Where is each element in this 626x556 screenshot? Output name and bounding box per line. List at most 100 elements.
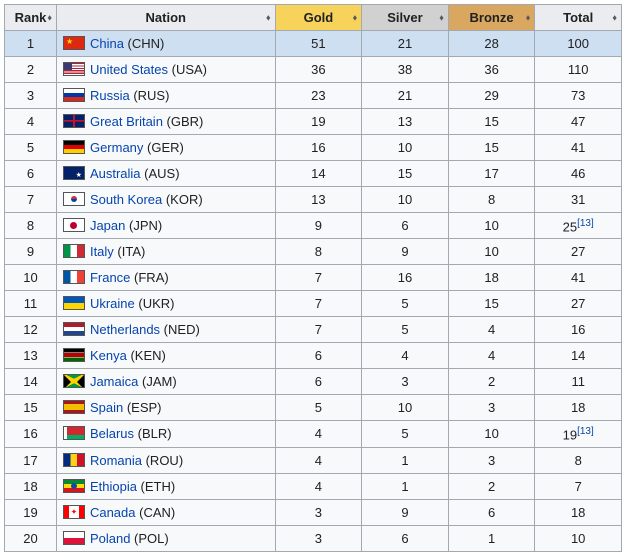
cell-silver: 10 <box>362 135 449 161</box>
cell-rank: 5 <box>5 135 57 161</box>
table-row: 9Italy (ITA)891027 <box>5 239 622 265</box>
nation-link[interactable]: Germany <box>90 140 143 155</box>
nation-code: (ETH) <box>137 479 175 494</box>
cell-bronze: 6 <box>448 499 535 525</box>
cell-total: 18 <box>535 395 622 421</box>
footnote-link[interactable]: [13] <box>577 218 594 229</box>
cell-nation: Romania (ROU) <box>56 447 275 473</box>
total-value: 18 <box>571 505 585 520</box>
cell-total: 110 <box>535 57 622 83</box>
cell-bronze: 18 <box>448 265 535 291</box>
table-row: 6Australia (AUS)14151746 <box>5 161 622 187</box>
cell-silver: 38 <box>362 57 449 83</box>
nation-code: (CHN) <box>124 36 164 51</box>
cell-gold: 4 <box>275 473 362 499</box>
nation-link[interactable]: Russia <box>90 88 130 103</box>
nation-link[interactable]: United States <box>90 62 168 77</box>
cell-rank: 10 <box>5 265 57 291</box>
nation-link[interactable]: Ethiopia <box>90 479 137 494</box>
nation-link[interactable]: China <box>90 36 124 51</box>
table-row: 8Japan (JPN)961025[13] <box>5 213 622 239</box>
nation-link[interactable]: Belarus <box>90 426 134 441</box>
table-row: 11Ukraine (UKR)751527 <box>5 291 622 317</box>
nation-link[interactable]: France <box>90 270 130 285</box>
cell-silver: 21 <box>362 31 449 57</box>
table-row: 13Kenya (KEN)64414 <box>5 343 622 369</box>
flag-icon <box>63 244 85 258</box>
total-value: 10 <box>571 531 585 546</box>
cell-total: 46 <box>535 161 622 187</box>
cell-rank: 16 <box>5 421 57 447</box>
col-rank[interactable]: Rank♦ <box>5 5 57 31</box>
cell-rank: 17 <box>5 447 57 473</box>
nation-code: (UKR) <box>135 296 175 311</box>
flag-icon <box>63 322 85 336</box>
cell-bronze: 36 <box>448 57 535 83</box>
cell-total: 25[13] <box>535 213 622 239</box>
nation-link[interactable]: Kenya <box>90 348 127 363</box>
cell-gold: 4 <box>275 447 362 473</box>
nation-link[interactable]: Jamaica <box>90 374 138 389</box>
flag-icon <box>63 505 85 519</box>
cell-total: 19[13] <box>535 421 622 447</box>
header-label: Bronze <box>470 10 514 25</box>
nation-link[interactable]: Netherlands <box>90 322 160 337</box>
cell-gold: 3 <box>275 525 362 551</box>
total-value: 7 <box>575 479 582 494</box>
nation-link[interactable]: Romania <box>90 453 142 468</box>
nation-link[interactable]: Italy <box>90 244 114 259</box>
flag-icon <box>63 296 85 310</box>
nation-code: (POL) <box>130 531 168 546</box>
nation-link[interactable]: Australia <box>90 166 141 181</box>
flag-icon <box>63 114 85 128</box>
total-value: 110 <box>568 62 589 77</box>
cell-silver: 1 <box>362 447 449 473</box>
cell-nation: Jamaica (JAM) <box>56 369 275 395</box>
cell-nation: Poland (POL) <box>56 525 275 551</box>
cell-nation: Great Britain (GBR) <box>56 109 275 135</box>
flag-icon <box>63 88 85 102</box>
cell-nation: South Korea (KOR) <box>56 187 275 213</box>
nation-code: (CAN) <box>136 505 176 520</box>
nation-link[interactable]: Great Britain <box>90 114 163 129</box>
table-row: 19Canada (CAN)39618 <box>5 499 622 525</box>
nation-link[interactable]: Poland <box>90 531 130 546</box>
nation-code: (JPN) <box>125 218 162 233</box>
cell-bronze: 10 <box>448 421 535 447</box>
cell-gold: 14 <box>275 161 362 187</box>
flag-icon <box>63 270 85 284</box>
nation-link[interactable]: South Korea <box>90 192 162 207</box>
total-value: 19 <box>563 428 577 443</box>
col-nation[interactable]: Nation♦ <box>56 5 275 31</box>
cell-nation: Kenya (KEN) <box>56 343 275 369</box>
col-total[interactable]: Total♦ <box>535 5 622 31</box>
cell-gold: 7 <box>275 317 362 343</box>
cell-rank: 4 <box>5 109 57 135</box>
cell-gold: 19 <box>275 109 362 135</box>
cell-total: 14 <box>535 343 622 369</box>
cell-gold: 4 <box>275 421 362 447</box>
flag-icon <box>63 140 85 154</box>
nation-link[interactable]: Canada <box>90 505 136 520</box>
cell-bronze: 8 <box>448 187 535 213</box>
cell-silver: 6 <box>362 213 449 239</box>
cell-silver: 9 <box>362 499 449 525</box>
cell-rank: 2 <box>5 57 57 83</box>
nation-link[interactable]: Spain <box>90 400 123 415</box>
nation-link[interactable]: Japan <box>90 218 125 233</box>
header-label: Total <box>563 10 593 25</box>
cell-total: 100 <box>535 31 622 57</box>
col-silver[interactable]: Silver♦ <box>362 5 449 31</box>
flag-icon <box>63 192 85 206</box>
cell-rank: 15 <box>5 395 57 421</box>
nation-link[interactable]: Ukraine <box>90 296 135 311</box>
col-bronze[interactable]: Bronze♦ <box>448 5 535 31</box>
cell-bronze: 10 <box>448 239 535 265</box>
total-value: 41 <box>571 270 585 285</box>
cell-rank: 8 <box>5 213 57 239</box>
nation-code: (BLR) <box>134 426 172 441</box>
footnote-link[interactable]: [13] <box>577 426 594 437</box>
col-gold[interactable]: Gold♦ <box>275 5 362 31</box>
cell-silver: 4 <box>362 343 449 369</box>
cell-bronze: 4 <box>448 317 535 343</box>
